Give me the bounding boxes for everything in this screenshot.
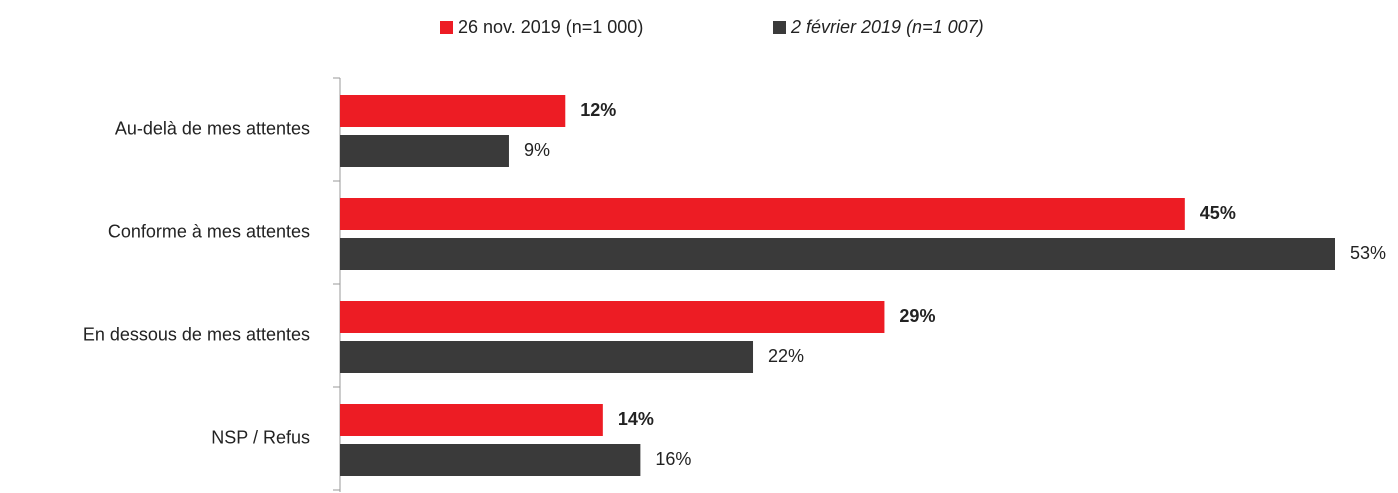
bar (340, 95, 566, 127)
bar (340, 341, 754, 373)
bar (340, 198, 1185, 230)
category-label: Au-delà de mes attentes (115, 118, 310, 138)
category-label: En dessous de mes attentes (83, 324, 310, 344)
bar (340, 238, 1335, 270)
category-label: NSP / Refus (211, 427, 310, 447)
bar (340, 444, 641, 476)
bar (340, 135, 509, 167)
value-label: 9% (524, 140, 550, 160)
value-label: 45% (1200, 203, 1236, 223)
value-label: 12% (580, 100, 616, 120)
value-label: 16% (655, 449, 691, 469)
legend-label: 2 février 2019 (n=1 007) (790, 17, 984, 37)
bar (340, 404, 603, 436)
value-label: 14% (618, 409, 654, 429)
legend-swatch (773, 21, 786, 34)
value-label: 53% (1350, 243, 1386, 263)
legend-swatch (440, 21, 453, 34)
value-label: 29% (899, 306, 935, 326)
value-label: 22% (768, 346, 804, 366)
category-label: Conforme à mes attentes (108, 221, 310, 241)
legend-label: 26 nov. 2019 (n=1 000) (458, 17, 643, 37)
bar (340, 301, 885, 333)
